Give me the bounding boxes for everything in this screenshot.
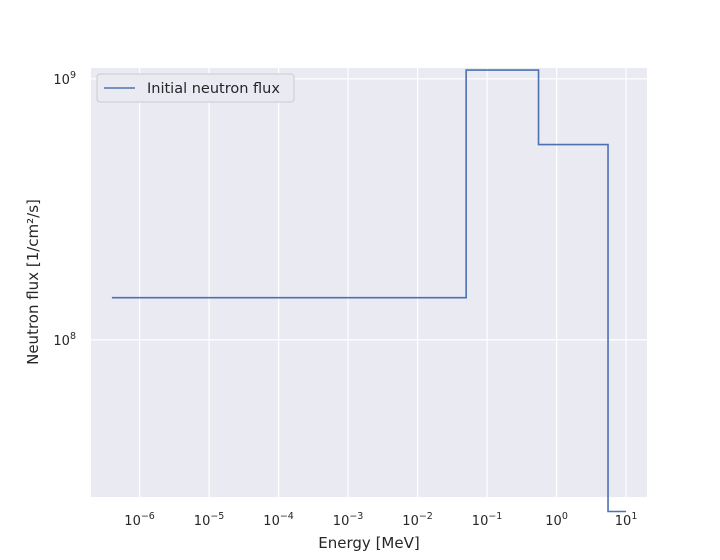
x-tick-label: 10−6 (124, 511, 155, 529)
x-tick-label: 10−4 (263, 511, 294, 529)
x-tick-label: 10−5 (194, 511, 225, 529)
x-tick-label: 10−3 (333, 511, 364, 529)
x-tick-label: 10−1 (472, 511, 503, 529)
x-tick-label: 100 (545, 511, 568, 529)
y-tick-label: 109 (53, 70, 76, 88)
x-tick-label: 101 (615, 511, 638, 529)
plot-background (91, 68, 647, 497)
legend-label: Initial neutron flux (147, 81, 280, 97)
series-line (111, 69, 627, 513)
x-axis-label: Energy [MeV] (318, 534, 419, 552)
y-tick-label: 108 (53, 331, 76, 349)
legend-box (96, 73, 295, 103)
x-tick-label: 10−2 (402, 511, 433, 529)
tick-labels: 10−6 10−5 10−4 10−3 10−2 10−1 100 101 108 109 (53, 70, 637, 529)
legend: Initial neutron flux (96, 73, 295, 103)
grid-lines (91, 68, 647, 497)
y-axis-label: Neutron flux [1/cm²/s] (24, 199, 42, 365)
series-layer (111, 69, 627, 513)
